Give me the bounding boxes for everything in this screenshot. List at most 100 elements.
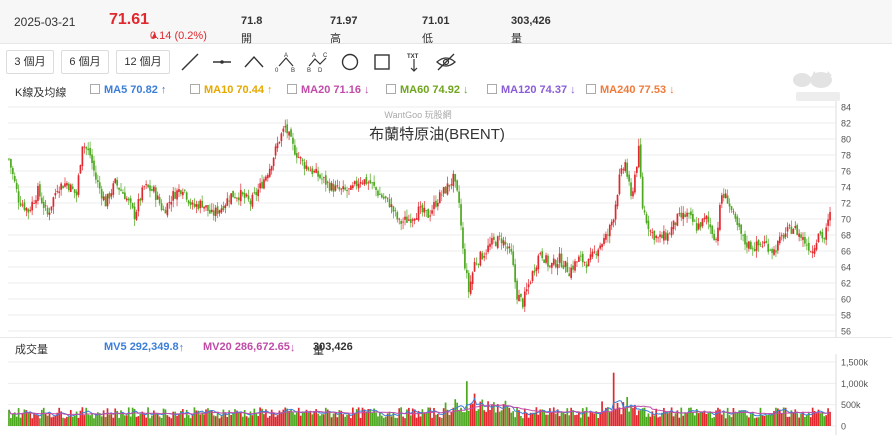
candle bbox=[655, 234, 658, 243]
ma20-checkbox[interactable] bbox=[287, 84, 297, 94]
candle bbox=[591, 248, 594, 259]
ma120-toggle[interactable]: MA120 74.37 ↓ bbox=[487, 84, 576, 96]
volume-bar bbox=[386, 413, 389, 426]
volume-bar bbox=[158, 416, 161, 426]
price-candlestick-chart[interactable]: WantGoo 玩股網 布蘭特原油(BRENT) 56 58 60 62 64 66 68 7… bbox=[0, 101, 892, 337]
candle bbox=[541, 248, 544, 261]
candle bbox=[556, 257, 559, 276]
candle bbox=[396, 210, 399, 223]
ma5-toggle[interactable]: MA5 70.82 ↑ bbox=[90, 84, 166, 96]
volume-bar bbox=[21, 412, 24, 426]
horizontal-line-tool-icon[interactable] bbox=[210, 50, 234, 74]
candle bbox=[42, 195, 45, 215]
ma120-direction: ↓ bbox=[570, 84, 576, 96]
volume-bar bbox=[168, 416, 171, 426]
ma60-toggle[interactable]: MA60 74.92 ↓ bbox=[386, 84, 469, 96]
candle bbox=[104, 194, 107, 207]
ma20-toggle[interactable]: MA20 71.16 ↓ bbox=[287, 84, 370, 96]
volume-bar bbox=[491, 404, 493, 426]
candle bbox=[85, 146, 88, 156]
volume-bar bbox=[595, 411, 598, 426]
volume-bar bbox=[784, 407, 787, 426]
volume-bar bbox=[748, 417, 750, 426]
quote-header: 2025-03-21 71.61 ▲ 0.14 (0.2%) 開 71.8 高 … bbox=[0, 0, 892, 45]
volume-bars-group bbox=[8, 372, 831, 426]
candle bbox=[645, 211, 648, 225]
candle bbox=[214, 204, 217, 222]
candle bbox=[58, 186, 61, 198]
candle bbox=[713, 229, 715, 241]
candle bbox=[199, 199, 202, 214]
price-tick-label: 66 bbox=[841, 247, 851, 257]
volume-bar bbox=[295, 412, 298, 426]
candle bbox=[827, 213, 829, 232]
candle bbox=[715, 237, 717, 243]
ma240-toggle[interactable]: MA240 77.53 ↓ bbox=[586, 84, 675, 96]
volume-bar bbox=[398, 408, 401, 426]
volume-bar bbox=[380, 415, 383, 426]
candle bbox=[8, 157, 10, 161]
candle bbox=[543, 259, 545, 264]
text-tool-icon[interactable]: TXT bbox=[402, 50, 426, 74]
candle bbox=[682, 206, 685, 227]
candle bbox=[174, 187, 176, 200]
period-3m-button[interactable]: 3 個月 bbox=[6, 50, 54, 74]
volume-bar bbox=[413, 409, 416, 426]
candle bbox=[438, 189, 441, 204]
candle bbox=[522, 297, 524, 310]
abcd-pattern-tool-icon[interactable]: A C B D bbox=[306, 50, 330, 74]
candle bbox=[307, 166, 310, 172]
candle bbox=[688, 212, 690, 219]
ma20-name: MA20 bbox=[301, 84, 331, 96]
volume-bar bbox=[496, 404, 499, 426]
rectangle-tool-icon[interactable] bbox=[370, 50, 394, 74]
candle bbox=[485, 249, 488, 260]
ma5-checkbox[interactable] bbox=[90, 84, 100, 94]
volume-bar bbox=[763, 415, 766, 426]
volume-bar bbox=[170, 418, 173, 426]
volume-bar bbox=[39, 418, 41, 426]
volume-bar bbox=[29, 413, 32, 426]
candles-group bbox=[8, 119, 831, 312]
volume-bar bbox=[558, 416, 561, 426]
volume-bar bbox=[145, 417, 147, 426]
candle bbox=[315, 162, 317, 174]
abc-pattern-tool-icon[interactable]: A 0 B bbox=[274, 50, 298, 74]
candle bbox=[523, 287, 526, 312]
ma10-checkbox[interactable] bbox=[190, 84, 200, 94]
candle bbox=[112, 180, 115, 198]
abcd-c-glyph: C bbox=[323, 53, 328, 59]
volume-bar bbox=[769, 414, 771, 426]
ma120-checkbox[interactable] bbox=[487, 84, 497, 94]
ma240-checkbox[interactable] bbox=[586, 84, 596, 94]
volume-bar bbox=[321, 413, 323, 426]
volume-bar bbox=[336, 417, 339, 426]
hide-drawings-icon[interactable] bbox=[434, 50, 458, 74]
line-tool-icon[interactable] bbox=[178, 50, 202, 74]
volume-bar bbox=[280, 412, 283, 426]
ma10-toggle[interactable]: MA10 70.44 ↑ bbox=[190, 84, 273, 96]
volume-bar bbox=[722, 412, 725, 426]
candle bbox=[578, 254, 580, 262]
candle bbox=[701, 218, 704, 229]
volume-bar bbox=[379, 412, 381, 426]
circle-tool-icon[interactable] bbox=[338, 50, 362, 74]
period-6m-button[interactable]: 6 個月 bbox=[61, 50, 109, 74]
candle bbox=[272, 157, 275, 171]
volume-bar bbox=[8, 409, 10, 426]
polyline-tool-icon[interactable] bbox=[242, 50, 266, 74]
candle bbox=[487, 238, 489, 254]
volume-bar bbox=[782, 407, 785, 426]
volume-bar-chart[interactable]: 1,500k 1,000k 500k 0 bbox=[0, 354, 892, 435]
volume-bar bbox=[686, 412, 688, 426]
candle bbox=[456, 179, 459, 193]
candle bbox=[305, 160, 308, 172]
candle bbox=[238, 192, 240, 206]
candle bbox=[274, 143, 277, 160]
candle bbox=[804, 231, 806, 247]
period-12m-button[interactable]: 12 個月 bbox=[116, 50, 170, 74]
ma60-checkbox[interactable] bbox=[386, 84, 396, 94]
mv5-legend: MV5 292,349.8 ↑ bbox=[104, 341, 184, 354]
volume-bar bbox=[124, 415, 126, 426]
candle bbox=[56, 184, 59, 194]
